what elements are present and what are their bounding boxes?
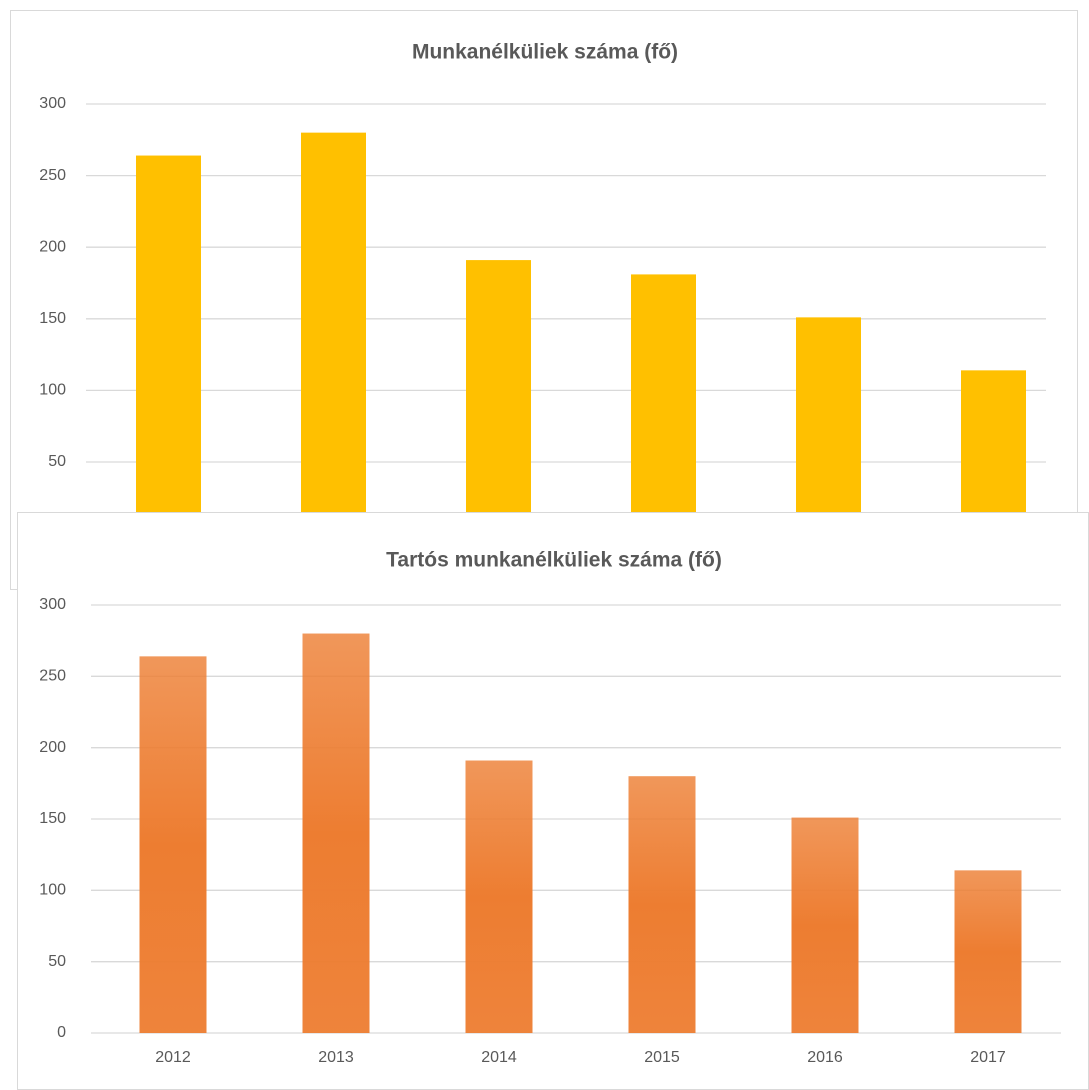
- y-tick-label: 250: [39, 668, 66, 685]
- x-tick-label: 2015: [644, 1049, 680, 1066]
- y-tick-label: 100: [39, 382, 66, 399]
- y-tick-label: 50: [48, 453, 66, 470]
- bar: [301, 132, 366, 534]
- y-tick-label: 200: [39, 739, 66, 756]
- chart-title: Tartós munkanélküliek száma (fő): [386, 549, 722, 572]
- x-tick-label: 2014: [481, 1049, 517, 1066]
- bar: [465, 760, 533, 1033]
- y-tick-label: 150: [39, 310, 66, 327]
- y-tick-label: 300: [39, 95, 66, 112]
- x-tick-label: 2017: [970, 1049, 1006, 1066]
- bar: [302, 633, 370, 1033]
- bar: [628, 776, 696, 1033]
- bar: [631, 274, 696, 534]
- y-tick-label: 300: [39, 596, 66, 613]
- y-tick-label: 250: [39, 167, 66, 184]
- y-tick-label: 150: [39, 810, 66, 827]
- x-tick-label: 2016: [807, 1049, 843, 1066]
- bar: [954, 870, 1022, 1033]
- bar: [961, 370, 1026, 534]
- x-tick-label: 2013: [318, 1049, 354, 1066]
- chart: Munkanélküliek száma (fő) 50 100 150 200 250 3…: [10, 10, 1078, 590]
- bar: [791, 817, 859, 1033]
- y-tick-label: 0: [57, 1024, 66, 1041]
- bar: [136, 155, 201, 534]
- bar: [139, 656, 207, 1033]
- chart: Tartós munkanélküliek száma (fő) 0 50 100 15…: [17, 512, 1089, 1090]
- bar: [466, 260, 531, 534]
- chart-title: Munkanélküliek száma (fő): [412, 41, 678, 64]
- bar: [796, 317, 861, 534]
- y-tick-label: 100: [39, 882, 66, 899]
- y-tick-label: 200: [39, 238, 66, 255]
- y-tick-label: 50: [48, 953, 66, 970]
- x-tick-label: 2012: [155, 1049, 191, 1066]
